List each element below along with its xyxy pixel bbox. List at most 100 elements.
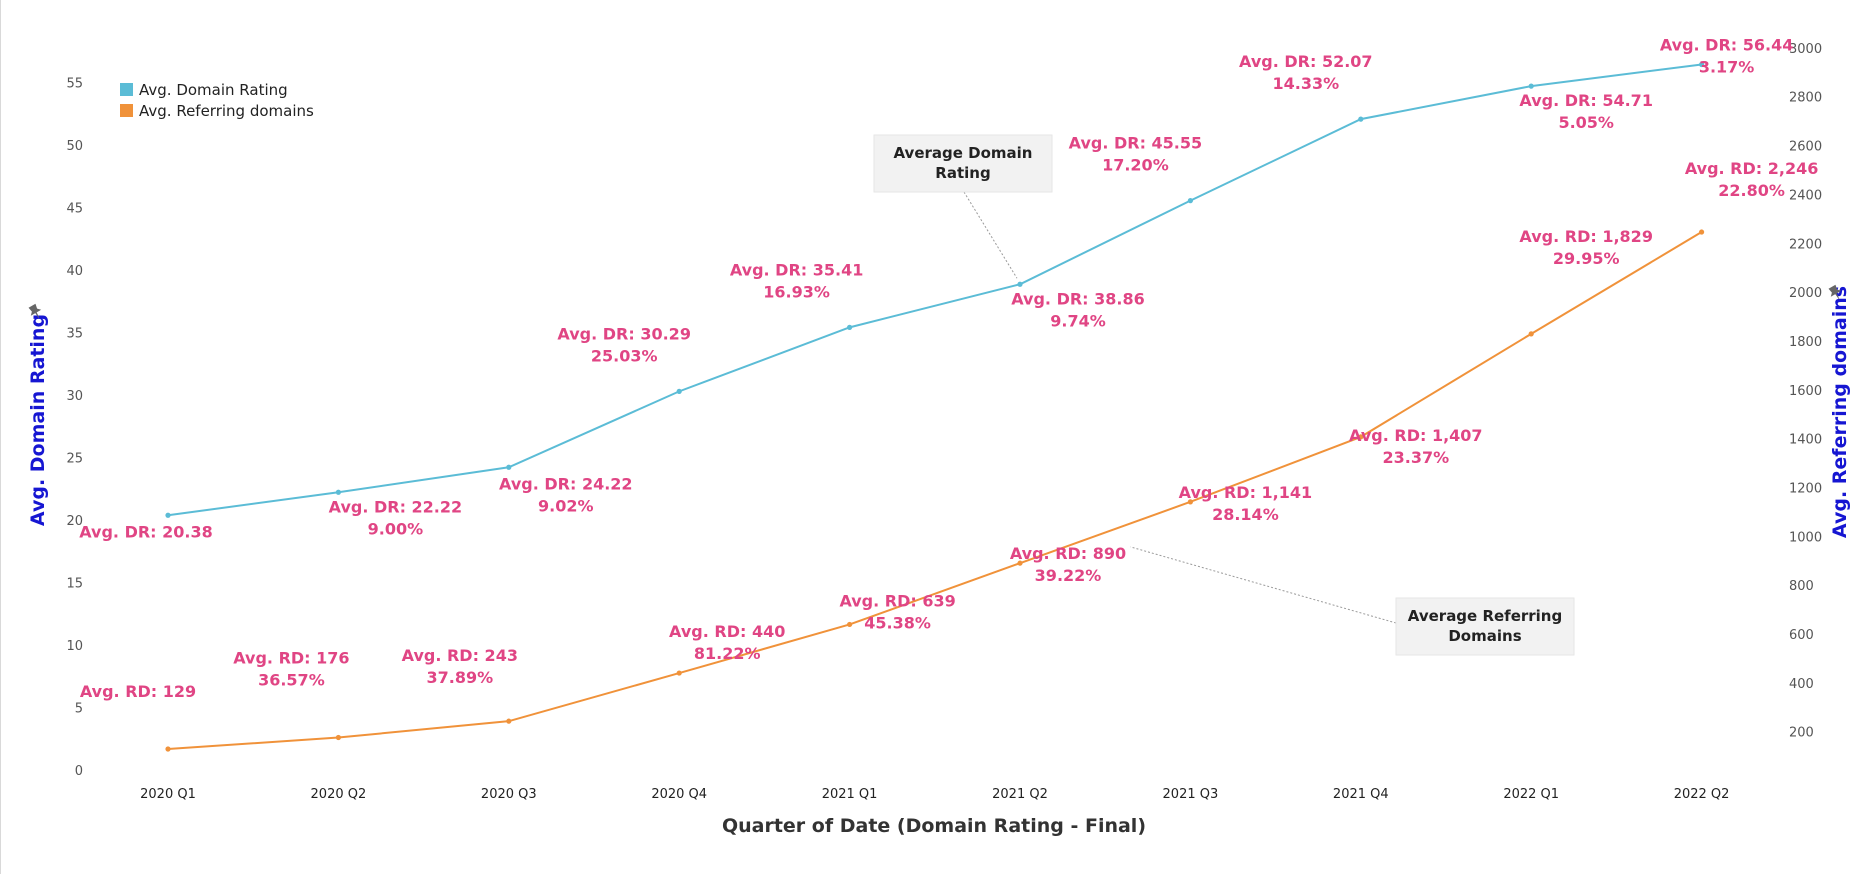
data-label-text: Avg. RD: 129 [80, 682, 196, 701]
x-axis-tick-label: 2021 Q3 [1163, 787, 1219, 802]
annotation-text: Domains [1448, 627, 1521, 645]
data-label-text: 17.20% [1102, 156, 1169, 175]
legend-swatch [120, 104, 133, 117]
right-axis-ticks: 200 400 600 800 1000 1200 1400 1600 1800 2000 2200… [1789, 42, 1822, 741]
legend-item[interactable]: Avg. Domain Rating [120, 81, 288, 99]
dr-data-label: Avg. DR: 38.86 9.74% [1011, 289, 1145, 330]
left-axis-title-text: Avg. Domain Rating [27, 314, 49, 526]
dr-data-label: Avg. DR: 24.22 9.02% [499, 474, 633, 515]
x-axis-tick-label: 2022 Q2 [1674, 787, 1730, 802]
rd-data-label: Avg. RD: 243 37.89% [402, 646, 518, 687]
data-point[interactable] [1017, 560, 1023, 566]
left-axis-tick-label: 30 [66, 389, 83, 404]
data-label-text: 23.37% [1382, 448, 1449, 467]
data-label-text: 25.03% [591, 346, 658, 365]
data-point[interactable] [847, 324, 853, 330]
left-axis-title: Avg. Domain Rating [27, 314, 49, 526]
rd-data-label: Avg. RD: 2,246 22.80% [1685, 159, 1819, 200]
legend-item[interactable]: Avg. Referring domains [120, 102, 314, 120]
data-point[interactable] [165, 512, 171, 518]
data-point[interactable] [676, 670, 682, 676]
right-axis-tick-label: 2800 [1789, 91, 1822, 106]
data-point[interactable] [1358, 434, 1364, 440]
annotation-box [1395, 597, 1575, 656]
right-axis-tick-label: 3000 [1789, 42, 1822, 57]
left-axis-pin[interactable] [27, 303, 44, 321]
annotation-text: Average Domain [893, 144, 1032, 162]
left-axis-tick-label: 20 [66, 514, 83, 529]
data-label-text: Avg. DR: 35.41 [730, 260, 864, 279]
data-label-text: Avg. DR: 38.86 [1011, 289, 1145, 308]
dr-data-label: Avg. DR: 45.55 17.20% [1069, 134, 1203, 175]
data-label-text: Avg. DR: 20.38 [79, 522, 213, 541]
data-point[interactable] [1017, 281, 1023, 287]
data-point[interactable] [506, 464, 512, 470]
data-point[interactable] [335, 489, 341, 495]
left-axis-tick-label: 50 [66, 139, 83, 154]
data-point[interactable] [1187, 499, 1193, 505]
left-axis-tick-label: 15 [66, 577, 83, 592]
data-label-text: 45.38% [864, 613, 931, 632]
rd-data-label: Avg. RD: 176 36.57% [233, 649, 349, 690]
data-point[interactable] [1699, 229, 1705, 235]
data-label-text: Avg. DR: 54.71 [1519, 91, 1653, 110]
data-label-text: Avg. DR: 30.29 [557, 324, 691, 343]
legend-swatch [120, 83, 133, 96]
data-point[interactable] [1358, 116, 1364, 122]
right-axis-tick-label: 2600 [1789, 140, 1822, 155]
right-axis-title-text: Avg. Referring domains [1829, 286, 1851, 538]
x-axis-tick-label: 2022 Q1 [1503, 787, 1559, 802]
rd-data-label: Avg. RD: 1,407 23.37% [1349, 426, 1483, 467]
data-point[interactable] [165, 746, 171, 752]
pin-icon[interactable] [27, 303, 44, 321]
x-axis-ticks: 2020 Q1 2020 Q2 2020 Q3 2020 Q4 2021 Q1 2021 … [140, 787, 1729, 802]
annotation-box [873, 134, 1053, 193]
dr-data-label: Avg. DR: 20.38 [79, 522, 213, 541]
rd-data-label: Avg. RD: 1,829 29.95% [1519, 227, 1653, 268]
data-point[interactable] [1528, 83, 1534, 89]
x-axis-tick-label: 2020 Q4 [651, 787, 707, 802]
data-label-text: Avg. RD: 1,407 [1349, 426, 1483, 445]
data-label-text: Avg. DR: 56.44 [1660, 36, 1794, 55]
data-label-text: Avg. RD: 176 [233, 649, 349, 668]
x-axis-tick-label: 2020 Q2 [311, 787, 367, 802]
data-point[interactable] [1187, 198, 1193, 204]
left-axis-tick-label: 5 [75, 702, 83, 717]
legend[interactable]: Avg. Domain Rating Avg. Referring domains [120, 81, 314, 120]
x-axis-tick-label: 2021 Q2 [992, 787, 1048, 802]
x-axis-tick-label: 2020 Q3 [481, 787, 537, 802]
left-axis-tick-label: 10 [66, 639, 83, 654]
data-label-text: 5.05% [1558, 113, 1614, 132]
data-point[interactable] [676, 388, 682, 394]
x-axis-title: Quarter of Date (Domain Rating - Final) [722, 815, 1146, 837]
data-point[interactable] [335, 734, 341, 741]
right-axis-tick-label: 2400 [1789, 188, 1822, 203]
series-line [167, 63, 1702, 517]
data-point[interactable] [506, 718, 512, 724]
data-label-text: Avg. RD: 243 [402, 646, 518, 665]
data-point[interactable] [1528, 331, 1534, 337]
data-point[interactable] [847, 621, 853, 628]
left-axis-ticks: 0 5 10 15 20 25 30 35 40 45 50 55 [66, 77, 83, 780]
data-label-text: 28.14% [1212, 505, 1279, 524]
pin-icon[interactable] [1827, 284, 1844, 302]
data-label-text: 9.74% [1050, 311, 1106, 330]
data-label-text: 29.95% [1553, 249, 1620, 268]
dr-data-label: Avg. DR: 56.44 3.17% [1660, 36, 1794, 77]
x-axis-tick-label: 2020 Q1 [140, 787, 196, 802]
right-axis-tick-label: 1000 [1789, 530, 1822, 545]
series-line [167, 231, 1703, 750]
data-label-text: Avg. DR: 52.07 [1239, 52, 1373, 71]
left-axis-tick-label: 45 [66, 202, 83, 217]
left-axis-tick-label: 40 [66, 264, 83, 279]
dr-data-label: Avg. DR: 54.71 5.05% [1519, 91, 1653, 132]
right-axis-tick-label: 400 [1789, 677, 1814, 692]
rd-data-label: Avg. RD: 890 39.22% [1010, 544, 1126, 585]
right-axis-pin[interactable] [1827, 284, 1844, 302]
legend-label: Avg. Domain Rating [139, 81, 288, 99]
annotation-leader-line [1130, 546, 1397, 624]
data-label-text: 36.57% [258, 671, 325, 690]
data-point[interactable] [1699, 61, 1705, 68]
